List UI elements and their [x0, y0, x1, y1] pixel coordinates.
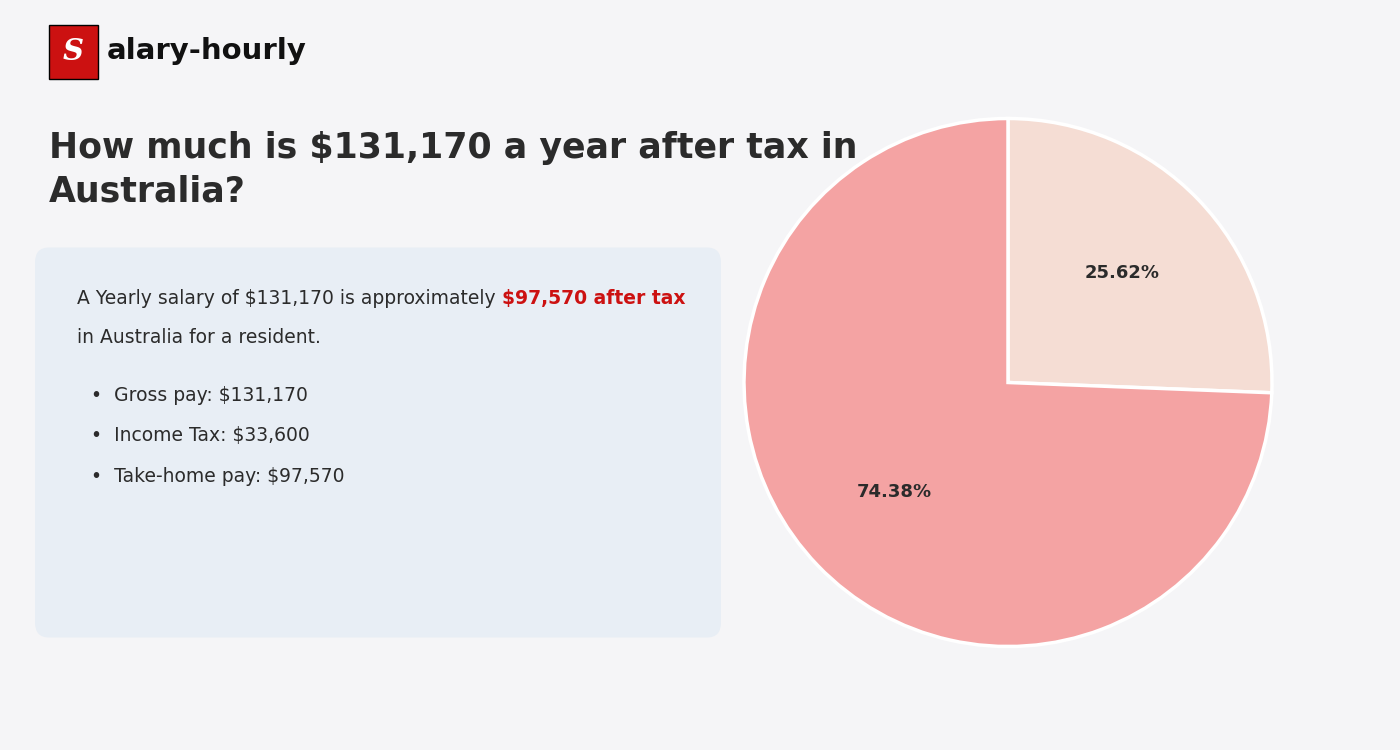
Text: 25.62%: 25.62%: [1085, 264, 1159, 282]
Text: •  Take-home pay: $97,570: • Take-home pay: $97,570: [91, 466, 344, 485]
Wedge shape: [1008, 118, 1273, 393]
FancyBboxPatch shape: [49, 25, 98, 79]
Text: •  Income Tax: $33,600: • Income Tax: $33,600: [91, 426, 309, 445]
Text: How much is $131,170 a year after tax in
Australia?: How much is $131,170 a year after tax in…: [49, 131, 857, 209]
Text: $97,570 after tax: $97,570 after tax: [501, 289, 685, 308]
Text: in Australia for a resident.: in Australia for a resident.: [77, 328, 321, 347]
Text: alary-hourly: alary-hourly: [106, 37, 307, 65]
Text: S: S: [63, 37, 84, 65]
Text: 74.38%: 74.38%: [857, 483, 931, 501]
Text: A Yearly salary of $131,170 is approximately: A Yearly salary of $131,170 is approxima…: [77, 289, 501, 308]
Wedge shape: [743, 118, 1271, 646]
Text: •  Gross pay: $131,170: • Gross pay: $131,170: [91, 386, 308, 405]
FancyBboxPatch shape: [35, 248, 721, 638]
